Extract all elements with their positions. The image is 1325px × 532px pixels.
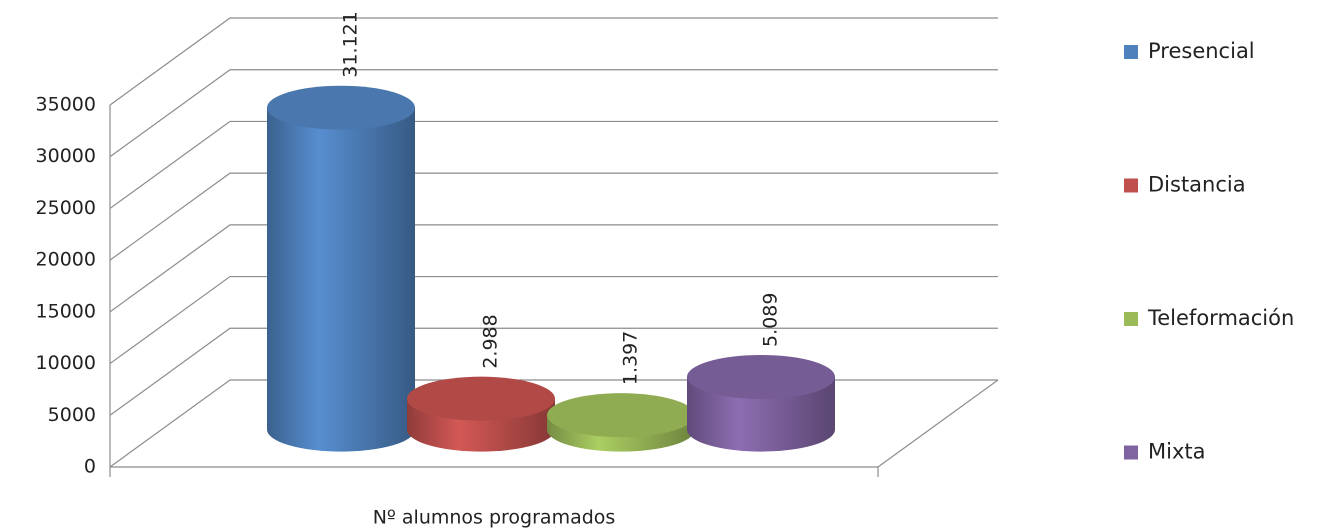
cylinder-top bbox=[687, 354, 835, 399]
grid-line bbox=[109, 17, 998, 106]
grid-line bbox=[109, 327, 998, 416]
cylinder-top bbox=[267, 85, 415, 130]
data-label: 2.988 bbox=[480, 314, 502, 368]
legend-label: Teleformación bbox=[1147, 306, 1294, 330]
floor-edge bbox=[877, 379, 999, 468]
cylinder bbox=[267, 85, 415, 452]
legend-swatch bbox=[1124, 445, 1138, 460]
y-tick-label: 20000 bbox=[36, 249, 96, 271]
cylinder-body bbox=[267, 107, 415, 430]
grid-line bbox=[109, 224, 998, 313]
cylinder bbox=[407, 376, 555, 452]
y-tick-label: 0 bbox=[84, 456, 96, 478]
grid-line bbox=[109, 120, 998, 209]
data-label: 5.089 bbox=[760, 293, 782, 347]
legend-label: Presencial bbox=[1148, 39, 1255, 63]
cylinder bbox=[687, 354, 835, 452]
legend-swatch bbox=[1124, 178, 1138, 193]
grid-line bbox=[109, 69, 998, 158]
legend-label: Mixta bbox=[1148, 440, 1205, 464]
cylinder-top bbox=[407, 376, 555, 421]
legend-label: Distancia bbox=[1148, 173, 1246, 197]
x-category-label: Nº alumnos programados bbox=[373, 507, 616, 529]
y-tick-label: 30000 bbox=[36, 145, 96, 167]
y-tick-label: 15000 bbox=[36, 300, 96, 322]
y-tick-label: 5000 bbox=[48, 404, 96, 426]
y-tick-label: 25000 bbox=[36, 197, 96, 219]
cylinder bbox=[547, 393, 695, 452]
legend-swatch bbox=[1124, 312, 1138, 326]
y-tick-label: 10000 bbox=[36, 352, 96, 374]
grid-line bbox=[109, 172, 998, 261]
cylinder-top bbox=[547, 393, 695, 438]
legend-swatch bbox=[1124, 45, 1138, 59]
y-tick-label: 35000 bbox=[36, 94, 96, 116]
grid-line bbox=[109, 275, 998, 365]
data-label: 1.397 bbox=[620, 331, 642, 385]
data-label: 31.121 bbox=[340, 11, 362, 77]
